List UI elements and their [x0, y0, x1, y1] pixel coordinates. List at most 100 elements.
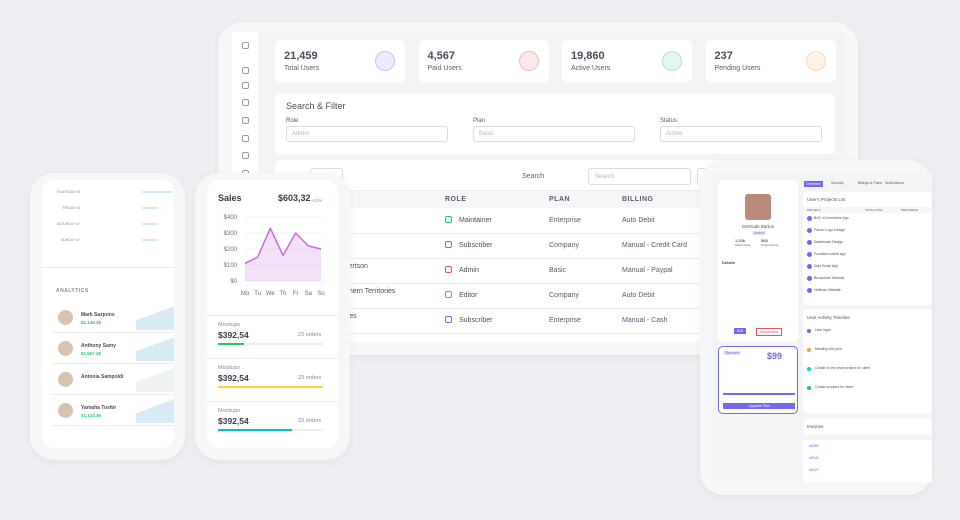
billing: Manual - Cash — [622, 317, 668, 324]
header-bg — [803, 434, 932, 440]
stat-label: Total Users — [284, 65, 320, 72]
weekday-label: THURSDAY 05 — [56, 190, 80, 194]
timeline-dot — [807, 367, 811, 371]
weekday-label: FRIDAY 06 — [62, 206, 80, 210]
user-name: uthern Territories — [343, 288, 396, 295]
row-divider — [275, 308, 835, 309]
role-icon — [445, 291, 452, 298]
stat-value: 19,860 — [571, 50, 605, 62]
mockup-amount: $392,54 — [218, 330, 249, 340]
plan-progress — [723, 393, 795, 395]
mockup-orders: 23 orders — [298, 375, 322, 381]
mockup-orders: 23 orders — [298, 332, 322, 338]
role: Subscriber — [459, 317, 493, 324]
project-icon — [807, 228, 812, 233]
sidebar-icon — [242, 82, 249, 89]
timeline-dot — [807, 329, 811, 333]
profile-role: Author — [752, 231, 767, 235]
project-icon — [807, 252, 812, 257]
y-tick-label: $200 — [224, 247, 238, 253]
person-name: Anthony Samy — [81, 343, 117, 349]
column-header: TOTAL TASK — [865, 208, 883, 212]
billing: Manual - Credit Card — [622, 242, 687, 249]
details-title: Details — [722, 260, 736, 265]
invoice-id: #5041 — [809, 456, 819, 460]
column-header: PROJECT — [807, 208, 822, 212]
stat-label: Paid Users — [427, 65, 462, 72]
stat-icon — [518, 51, 539, 71]
row-divider — [52, 394, 174, 395]
column-header: PLAN — [549, 196, 571, 203]
billing: Auto Debit — [622, 217, 655, 224]
progress-bar — [218, 386, 323, 388]
billing: Auto Debit — [622, 292, 655, 299]
timeline-title: User Activity Timeline — [807, 315, 850, 320]
project-icon — [807, 288, 812, 293]
filter-value: Basic — [479, 131, 494, 137]
invoices-card: Invoices #5089 #5041 #5027 — [803, 418, 932, 482]
project-icon — [807, 264, 812, 269]
row-divider — [52, 332, 174, 333]
person-name: Antonia Sampoldi — [81, 374, 124, 380]
profile-button: Edit — [734, 328, 747, 334]
phone-screen: Sales $603,32 +11% $0 $100 $200 $300 $400 Mo Tu We… — [207, 180, 338, 448]
row-divider — [275, 258, 835, 259]
sparkline — [136, 304, 174, 330]
project-name: Blockchain Website — [814, 276, 845, 280]
day-bar — [142, 191, 172, 193]
role-icon — [445, 266, 452, 273]
stat-label: Active Users — [571, 65, 611, 72]
x-tick-label: Th — [279, 291, 286, 297]
row-divider — [52, 425, 174, 426]
project-name: Dojo Email App — [814, 264, 838, 268]
stat-value: 237 — [714, 50, 733, 62]
role: Admin — [459, 267, 479, 274]
timeline-item: Create a new react project for client — [815, 366, 871, 370]
avatar — [58, 310, 73, 325]
chart-box — [42, 180, 174, 268]
search-label: Search — [522, 173, 545, 180]
role: Editor — [459, 292, 478, 299]
profile-name: Gertrude Barton — [741, 224, 775, 229]
sidebar-icon — [242, 99, 249, 106]
y-tick-label: $400 — [224, 215, 238, 221]
sales-title: Sales — [218, 193, 242, 203]
x-tick-label: Mo — [241, 291, 250, 297]
avatar — [58, 403, 73, 418]
divider — [207, 401, 338, 402]
search-input: Search — [588, 168, 691, 185]
progress-bar — [218, 429, 292, 431]
invoice-id: #5089 — [809, 444, 819, 448]
avatar — [58, 372, 73, 387]
sparkline — [136, 397, 174, 423]
projects-card: User's Projects List PROJECT TOTAL TASK PRO… — [803, 192, 932, 305]
timeline-card: User Activity Timeline User login Meeting … — [803, 309, 932, 414]
upgrade-button: Upgrade Plan — [723, 403, 795, 409]
plan-card: Standard $99 Upgrade Plan — [718, 346, 798, 414]
role: Subscriber — [459, 242, 493, 249]
sidebar-icon — [242, 117, 249, 124]
timeline-item: Create invoices for client — [815, 385, 854, 389]
divider — [207, 315, 338, 316]
person-amount: $1,567.36 — [81, 351, 102, 356]
filter-label: Role — [286, 118, 299, 124]
divider — [207, 358, 338, 359]
invoices-title: Invoices — [807, 424, 824, 429]
sparkline — [136, 335, 174, 361]
header-bg — [803, 207, 932, 213]
mockup-name: Mockups — [218, 365, 241, 371]
stat-card: 21,459 Total Users — [275, 40, 405, 82]
weekday-label: SUNDAY 07 — [60, 238, 80, 242]
stat-value: 21,459 — [284, 50, 318, 62]
project-icon — [807, 276, 812, 281]
profile-card: Gertrude Barton Author 1.23k Tasks Done 568 P… — [718, 180, 798, 342]
projects-title: User's Projects List — [807, 197, 846, 202]
sidebar-icon — [242, 42, 249, 49]
plan-price: $99 — [767, 351, 783, 361]
column-header: PROGRESS — [901, 208, 919, 212]
project-name: BGC eCommerce App — [814, 216, 849, 220]
filter-select: Active — [660, 126, 822, 142]
sales-area — [245, 228, 321, 281]
sidebar-icon — [242, 152, 249, 159]
mockup-amount: $392,54 — [218, 416, 249, 426]
